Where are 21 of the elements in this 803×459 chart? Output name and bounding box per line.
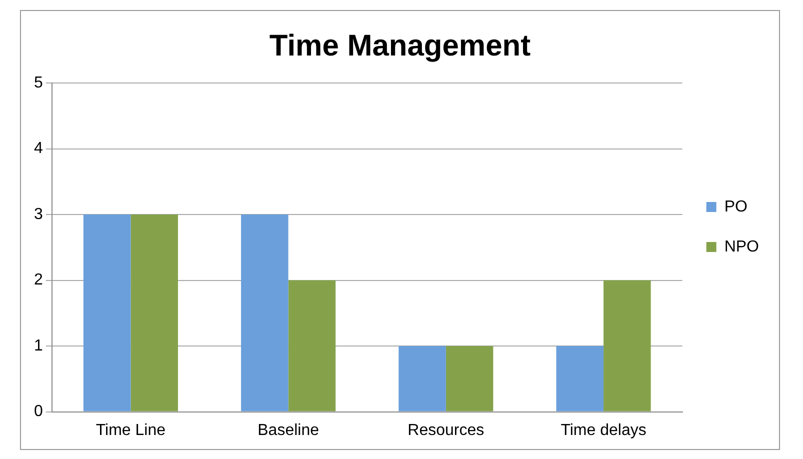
y-tick-label: 1 — [34, 337, 43, 354]
bar — [83, 214, 131, 412]
x-tick-label: Baseline — [258, 422, 320, 439]
y-tick-label: 4 — [34, 140, 43, 158]
bar — [556, 346, 604, 412]
legend-label: NPO — [724, 238, 759, 256]
bar — [446, 346, 494, 412]
legend-label: PO — [724, 198, 748, 216]
x-tick-label: Resources — [408, 422, 484, 439]
y-tick-label: 2 — [34, 272, 43, 289]
bar — [288, 280, 336, 412]
bar — [130, 214, 178, 412]
x-tick-label: Time delays — [560, 422, 646, 439]
bar — [604, 280, 651, 412]
bar — [241, 214, 288, 412]
x-tick-label: Time Line — [96, 422, 166, 439]
bar — [398, 346, 446, 412]
y-tick-label: 3 — [34, 206, 43, 223]
chart-title: Time Management — [269, 29, 531, 62]
y-tick-label: 0 — [34, 403, 43, 420]
y-tick-label: 5 — [34, 74, 43, 92]
